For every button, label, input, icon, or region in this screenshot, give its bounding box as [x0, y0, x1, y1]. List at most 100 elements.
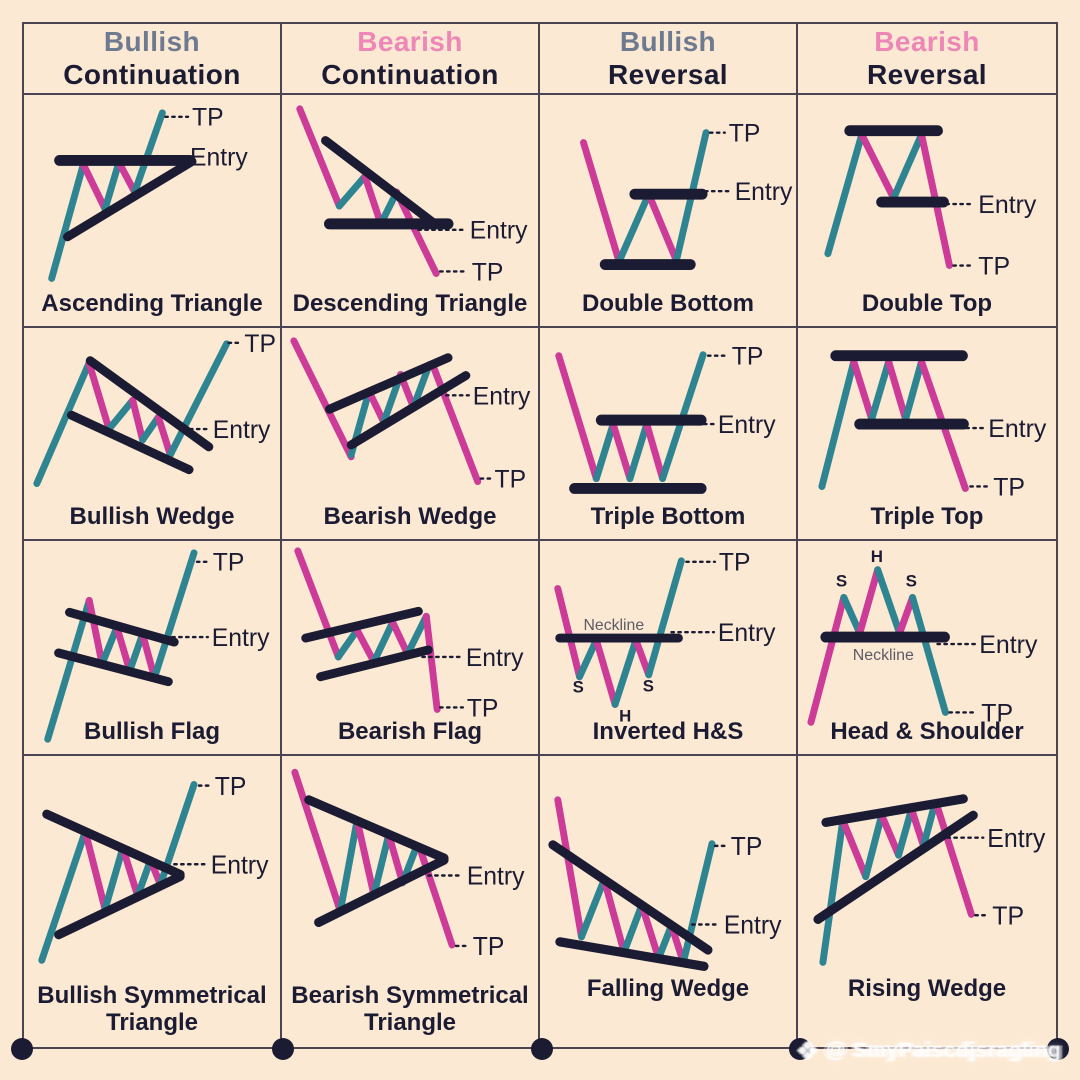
entry-label: Entry [190, 144, 248, 171]
header-category: Bullish [619, 26, 717, 58]
entry-label: Entry [978, 192, 1037, 219]
head-label: H [871, 547, 883, 566]
rising-wedge-diagram: Entry TP [813, 794, 1046, 966]
tp-label: TP [472, 259, 504, 286]
tp-label: TP [992, 902, 1024, 930]
price-path [33, 340, 231, 487]
entry-label: Entry [213, 417, 271, 444]
pattern-name: Inverted H&S [592, 718, 744, 746]
pattern-cell-head-and-shoulder: Neckline S H S Entry TP Head & Shoulder [798, 541, 1056, 756]
right-shoulder-label: S [643, 677, 654, 696]
entry-label: Entry [987, 825, 1045, 853]
tp-label: TP [192, 105, 224, 132]
pattern-cell-bearish-wedge: Entry TP Bearish Wedge [282, 328, 540, 541]
header-category: Bullish [103, 26, 201, 58]
entry-label: Entry [718, 620, 776, 647]
pattern-cell-falling-wedge: TP Entry Falling Wedge [540, 756, 798, 1047]
header-bullish-continuation: Bullish Continuation [24, 24, 282, 95]
entry-label: Entry [988, 416, 1047, 443]
pattern-cell-bearish-symmetrical-triangle: Entry TP Bearish Symmetrical Triangle [282, 756, 540, 1047]
trend-lines [42, 809, 185, 940]
tp-label: TP [495, 466, 527, 493]
tp-label: TP [993, 474, 1025, 501]
tp-label: TP [215, 772, 247, 800]
pattern-cell-double-bottom: Entry TP Double Bottom [540, 95, 798, 328]
price-path [44, 549, 198, 743]
trend-lines [54, 154, 197, 242]
watermark: ❖ @ SmyPaiscdjsragling [796, 1038, 1080, 1064]
trend-lines [54, 607, 179, 687]
trend-lines [301, 606, 433, 682]
pattern-cell-triple-bottom: Entry TP Triple Bottom [540, 328, 798, 541]
price-path [38, 781, 198, 964]
tp-label: TP [473, 933, 505, 961]
trend-lines [548, 840, 713, 971]
trend-lines [66, 356, 214, 475]
pattern-cell-bullish-wedge: TP Entry Bullish Wedge [24, 328, 282, 541]
price-path [48, 109, 166, 282]
ascending-triangle-diagram: TP Entry [48, 105, 248, 282]
left-shoulder-label: S [836, 572, 847, 591]
entry-label: Entry [735, 179, 793, 206]
tp-label: TP [981, 700, 1013, 727]
pattern-name: Bullish Symmetrical Triangle [37, 982, 267, 1037]
header-category: Bearish [357, 26, 463, 58]
pattern-name: Rising Wedge [847, 975, 1007, 1003]
entry-label: Entry [470, 218, 528, 245]
bearish-flag-diagram: Entry TP [294, 547, 524, 722]
bullish-symmetrical-triangle-diagram: Entry TP [38, 772, 269, 964]
tp-label: TP [978, 253, 1010, 280]
descending-triangle-diagram: Entry TP [296, 105, 528, 286]
trend-lines [321, 136, 454, 230]
left-shoulder-label: S [573, 678, 584, 697]
head-label: H [619, 706, 631, 725]
pattern-name: Bearish Symmetrical Triangle [291, 982, 529, 1037]
grid-bottom-dot [1047, 1038, 1069, 1060]
header-category: Bearish [874, 26, 980, 58]
pattern-cell-bullish-flag: Entry TP Bullish Flag [24, 541, 282, 756]
right-shoulder-label: S [906, 572, 917, 591]
triple-bottom-diagram: Entry TP [555, 344, 776, 494]
trend-lines [830, 350, 969, 430]
pattern-name: Ascending Triangle [41, 290, 263, 318]
pattern-name: Bullish Wedge [69, 503, 235, 531]
pattern-cell-bullish-symmetrical-triangle: Entry TP Bullish Symmetrical Triangle [24, 756, 282, 1047]
pattern-cell-inverted-head-and-shoulders: Neckline S H S Entry TP Inverted H&S [540, 541, 798, 756]
header-type: Continuation [63, 58, 241, 90]
tp-label: TP [731, 833, 763, 861]
trend-lines [599, 188, 708, 270]
price-path [294, 547, 441, 713]
header-bearish-reversal: Bearish Reversal [798, 24, 1056, 95]
entry-label: Entry [467, 862, 525, 890]
trend-lines [569, 414, 707, 494]
trend-lines [324, 353, 471, 450]
grid-bottom-dot [272, 1038, 294, 1060]
entry-label: Entry [211, 851, 269, 879]
price-path [807, 566, 949, 726]
double-top-diagram: Entry TP [824, 125, 1037, 280]
header-type: Reversal [867, 58, 987, 90]
bearish-wedge-diagram: Entry TP [290, 337, 531, 493]
header-type: Continuation [321, 58, 499, 90]
head-and-shoulder-diagram: Neckline S H S Entry TP [807, 547, 1038, 727]
pattern-name: Bearish Flag [337, 718, 483, 746]
pattern-cell-bearish-flag: Entry TP Bearish Flag [282, 541, 540, 756]
entry-label: Entry [473, 383, 531, 410]
entry-label: Entry [212, 625, 270, 652]
price-path [554, 557, 685, 708]
tp-label: TP [732, 344, 764, 371]
pattern-cell-rising-wedge: Entry TP Rising Wedge [798, 756, 1056, 1047]
grid-bottom-dot [11, 1038, 33, 1060]
pattern-name: Triple Bottom [590, 503, 746, 531]
tp-label: TP [729, 121, 761, 148]
price-path [580, 129, 710, 266]
tp-label: TP [244, 331, 276, 358]
pattern-cell-descending-triangle: Entry TP Descending Triangle [282, 95, 540, 328]
entry-label: Entry [979, 632, 1038, 659]
double-bottom-diagram: Entry TP [580, 121, 793, 270]
bullish-flag-diagram: Entry TP [44, 549, 270, 743]
entry-label: Entry [466, 645, 524, 672]
falling-wedge-diagram: TP Entry [548, 796, 782, 971]
tp-label: TP [213, 550, 245, 577]
